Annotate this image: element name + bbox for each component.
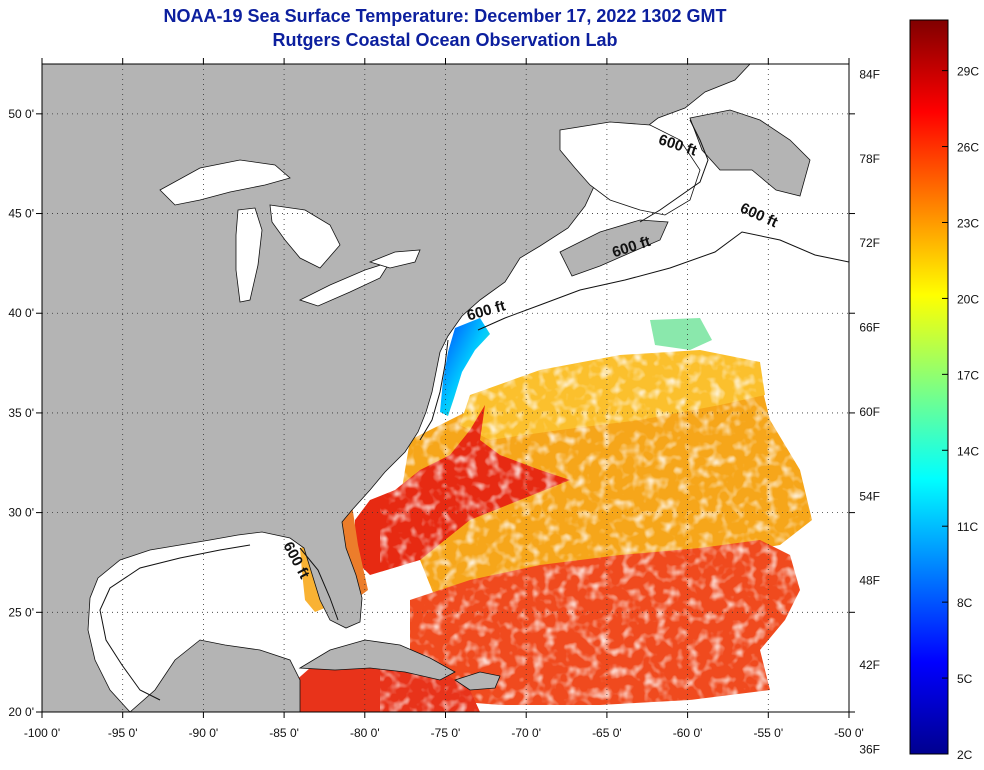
sst-shelf-patches	[650, 318, 712, 350]
lat-tick-label: 50 0'	[8, 107, 34, 121]
lake-michigan	[235, 207, 263, 303]
land-nova-scotia	[559, 219, 669, 277]
colorbar-fahrenheit-label: 72F	[859, 236, 880, 250]
map-title: NOAA-19 Sea Surface Temperature: Decembe…	[163, 6, 727, 26]
colorbar-celsius-label: 26C	[957, 141, 979, 155]
colorbar-celsius-label: 8C	[957, 596, 973, 610]
lake-ontario	[368, 249, 421, 269]
colorbar-fahrenheit-label: 78F	[859, 152, 880, 166]
colorbar-celsius-label: 23C	[957, 216, 979, 230]
lon-tick-label: -100 0'	[24, 726, 60, 740]
lon-tick-label: -80 0'	[350, 726, 380, 740]
great-lakes	[159, 121, 701, 307]
colorbar-fahrenheit-label: 66F	[859, 321, 880, 335]
lat-tick-label: 20 0'	[8, 705, 34, 719]
land	[42, 64, 811, 712]
lat-tick-label: 40 0'	[8, 306, 34, 320]
sst-cold-shelf	[440, 318, 490, 416]
colorbar-celsius-label: 29C	[957, 65, 979, 79]
land-newfoundland	[689, 109, 811, 197]
colorbar-fahrenheit-label: 48F	[859, 574, 880, 588]
colorbar-celsius-label: 11C	[957, 520, 978, 534]
lat-tick-label: 30 0'	[8, 506, 34, 520]
depth-contour-600ft	[99, 119, 849, 701]
lon-tick-label: -75 0'	[431, 726, 461, 740]
lat-tick-label: 35 0'	[8, 406, 34, 420]
land-yucatan	[129, 639, 301, 712]
lake-huron	[269, 204, 341, 269]
lake-superior	[159, 159, 291, 206]
axis-ticks: -100 0' -95 0' -90 0' -85 0' -80 0' -75 0' -70…	[8, 58, 864, 740]
lon-tick-label: -50 0'	[834, 726, 864, 740]
colorbar-fahrenheit-label: 84F	[859, 67, 880, 81]
colorbar-fahrenheit-label: 60F	[859, 405, 880, 419]
colorbar-celsius-label: 2C	[957, 748, 973, 762]
sst-florida-shelf	[340, 505, 368, 600]
lon-tick-label: -85 0'	[269, 726, 299, 740]
colorbar-celsius-label: 17C	[957, 368, 979, 382]
colorbar-labels: 84F 78F 72F 66F 60F 54F 48F 42F 36F 29C 26C 23C 20C 1…	[859, 65, 979, 762]
lat-tick-label: 45 0'	[8, 207, 34, 221]
lon-tick-label: -95 0'	[108, 726, 138, 740]
lon-tick-label: -60 0'	[673, 726, 703, 740]
colorbar-fahrenheit-label: 42F	[859, 658, 880, 672]
colorbar-celsius-label: 14C	[957, 444, 979, 458]
colorbar-celsius-label: 20C	[957, 292, 979, 306]
gulf-st-lawrence	[559, 121, 701, 216]
colorbar-celsius-label: 5C	[957, 672, 973, 686]
lon-tick-label: -70 0'	[511, 726, 541, 740]
lon-tick-label: -90 0'	[189, 726, 219, 740]
colorbar-fahrenheit-label: 54F	[859, 489, 880, 503]
land-cuba	[298, 639, 456, 681]
lake-erie	[298, 261, 391, 307]
lat-tick-label: 25 0'	[8, 605, 34, 619]
lon-tick-label: -65 0'	[592, 726, 622, 740]
graticule	[42, 64, 849, 712]
colorbar	[909, 19, 949, 755]
land-hispaniola	[454, 671, 501, 691]
lon-tick-label: -55 0'	[753, 726, 783, 740]
map-subtitle: Rutgers Coastal Ocean Observation Lab	[272, 30, 618, 50]
colorbar-fahrenheit-label: 36F	[859, 742, 880, 756]
